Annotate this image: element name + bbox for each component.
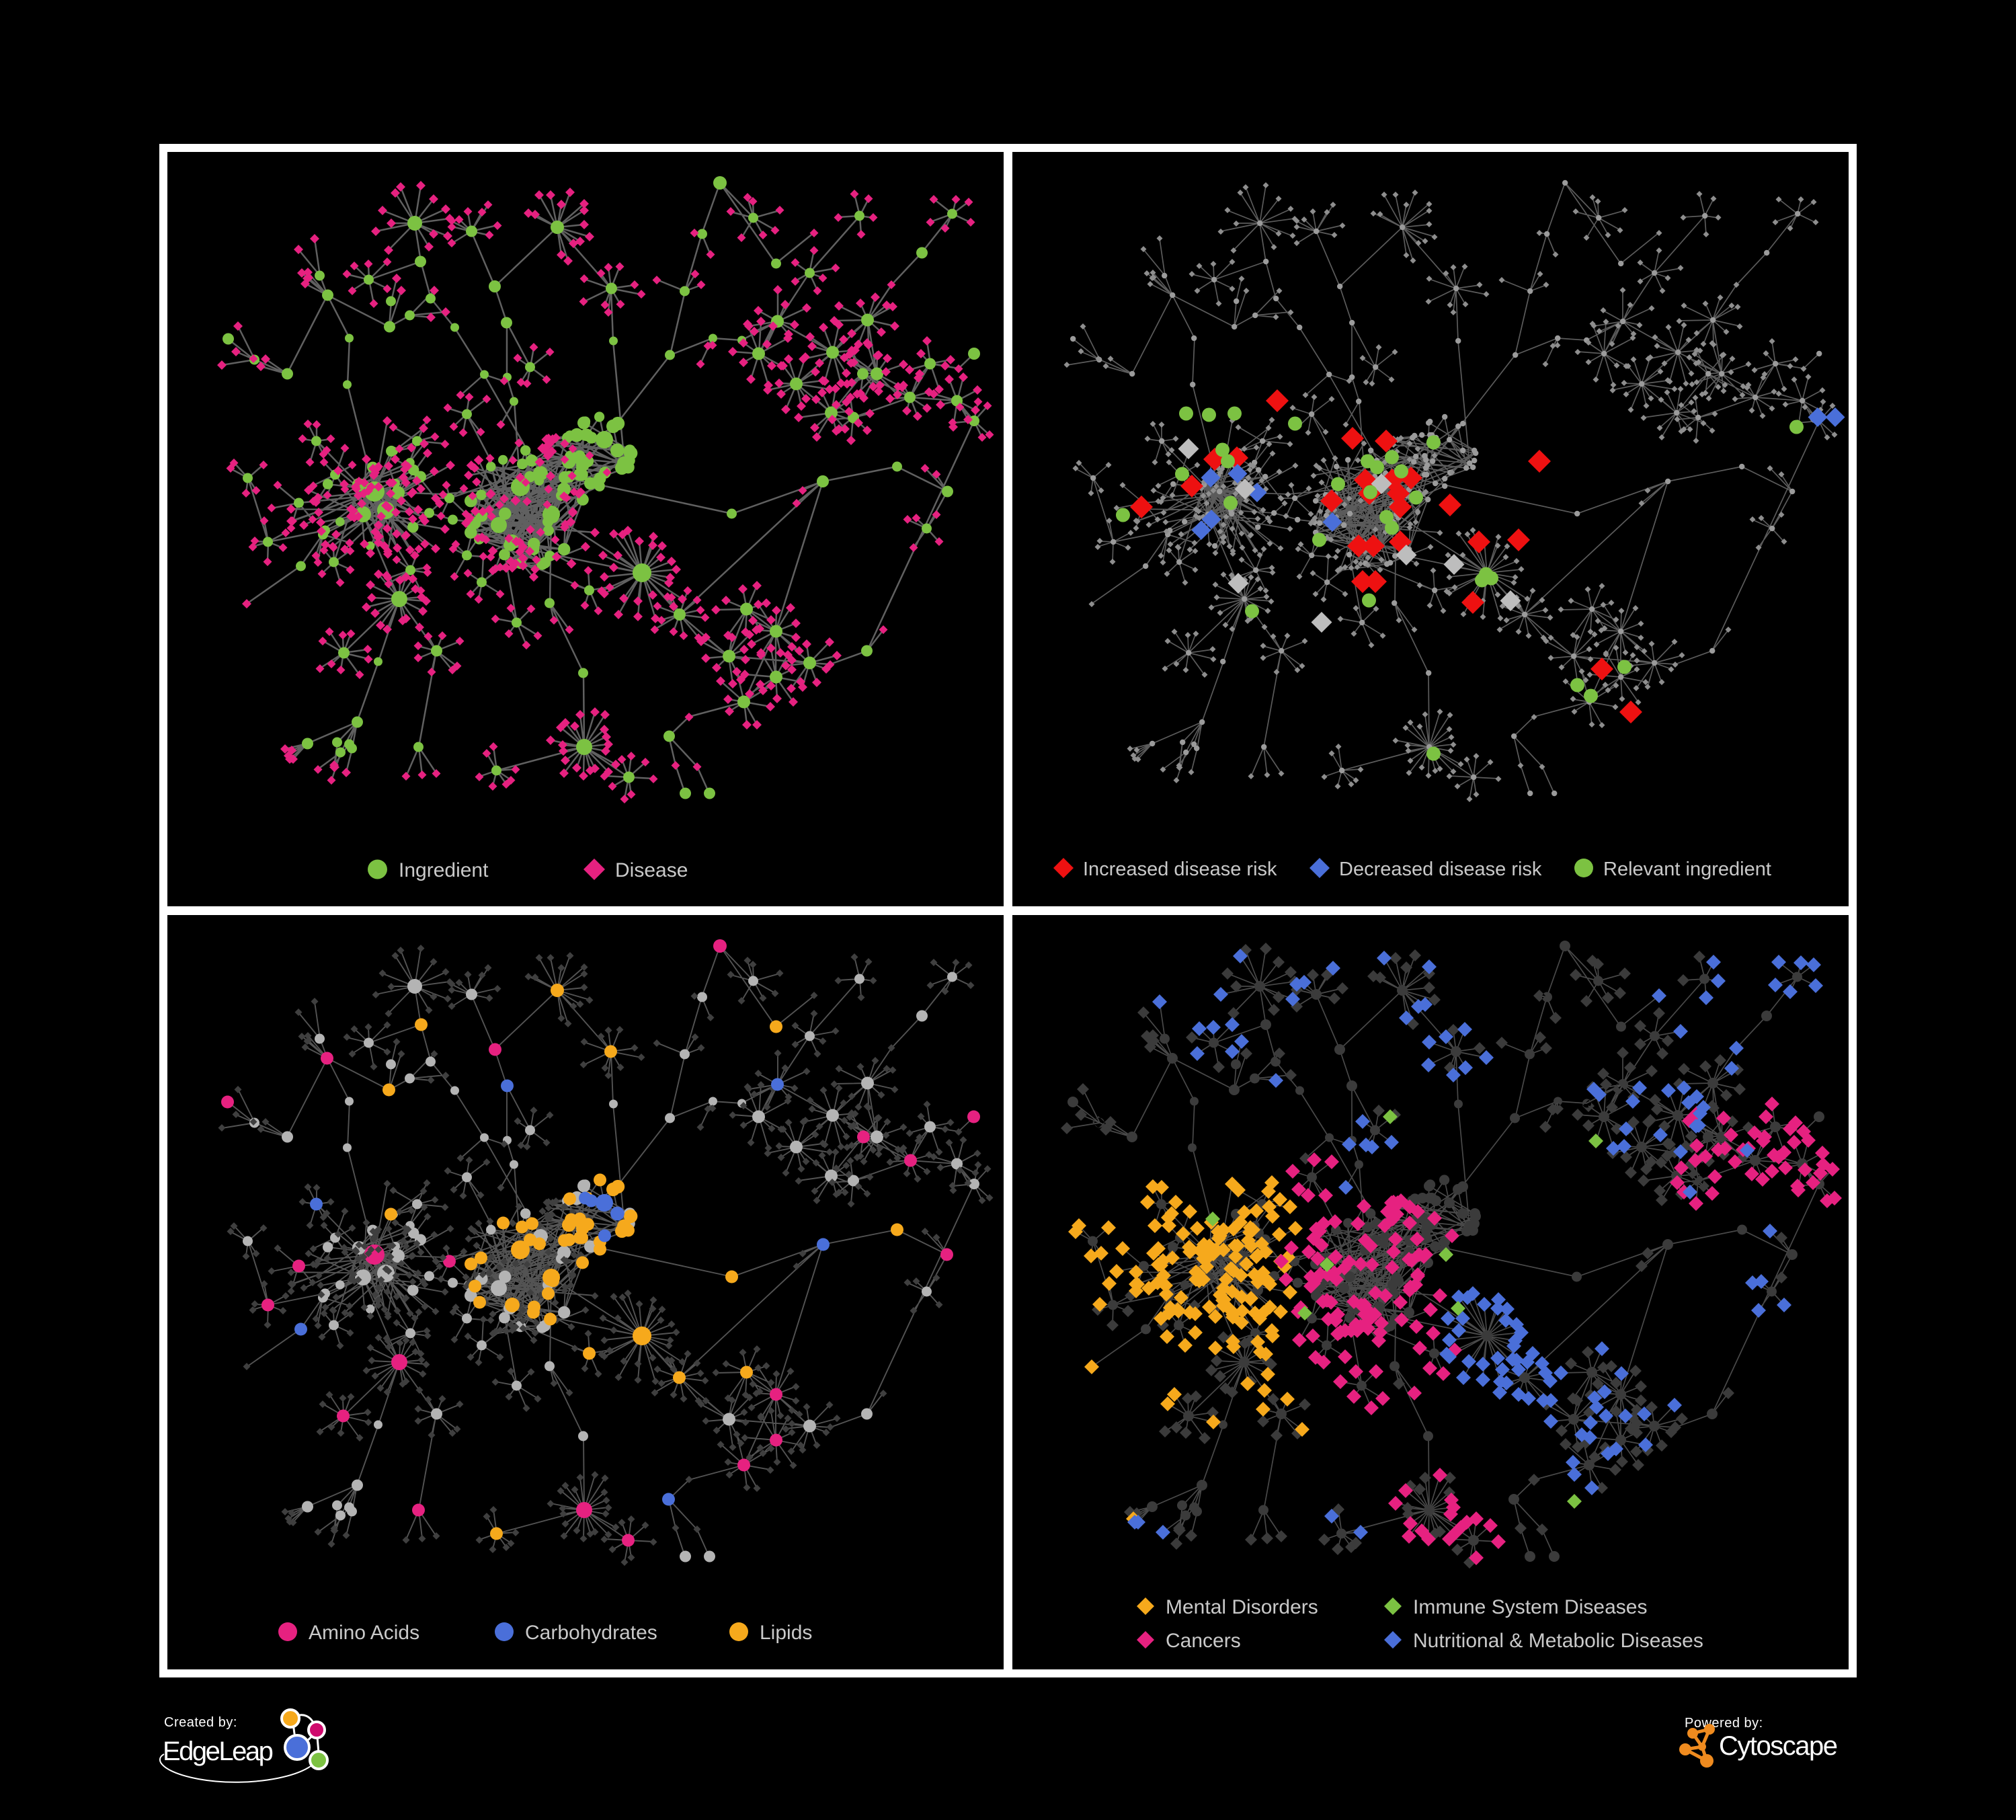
svg-text:EdgeLeap: EdgeLeap (163, 1737, 273, 1766)
svg-text:Increased disease risk: Increased disease risk (1083, 859, 1277, 880)
svg-text:Disease: Disease (615, 859, 688, 881)
svg-text:Ingredient: Ingredient (399, 859, 489, 881)
svg-text:Cancers: Cancers (1166, 1630, 1241, 1652)
svg-text:Cytoscape: Cytoscape (1719, 1731, 1837, 1761)
svg-text:Created by:: Created by: (164, 1715, 237, 1730)
svg-text:Nutritional & Metabolic Diseas: Nutritional & Metabolic Diseases (1413, 1630, 1703, 1652)
svg-text:Lipids: Lipids (760, 1622, 812, 1644)
svg-text:Relevant ingredient: Relevant ingredient (1603, 859, 1771, 880)
svg-text:Powered by:: Powered by: (1685, 1716, 1763, 1731)
svg-text:Mental Disorders: Mental Disorders (1166, 1596, 1318, 1618)
svg-text:Carbohydrates: Carbohydrates (525, 1622, 657, 1644)
svg-text:Amino Acids: Amino Acids (309, 1622, 419, 1644)
svg-text:Decreased disease risk: Decreased disease risk (1339, 859, 1542, 880)
svg-text:Immune System Diseases: Immune System Diseases (1413, 1596, 1647, 1618)
